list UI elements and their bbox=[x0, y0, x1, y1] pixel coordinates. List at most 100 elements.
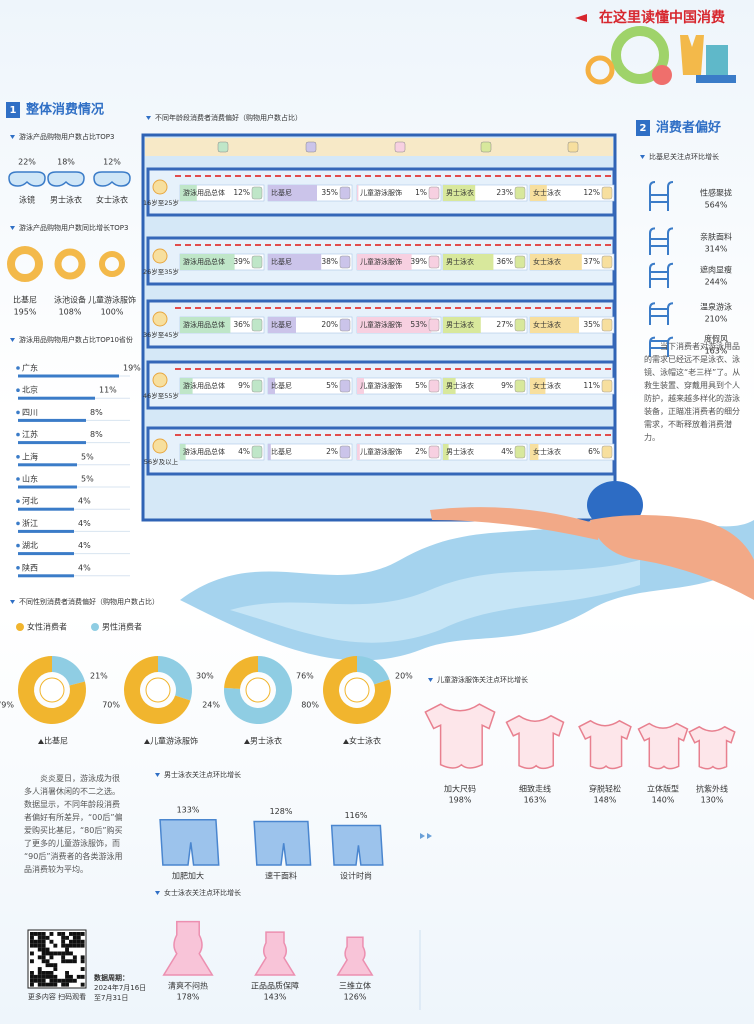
qr-cell bbox=[41, 971, 46, 975]
bikini-value: 314% bbox=[705, 245, 728, 254]
qr-cell bbox=[61, 943, 66, 948]
province-name: 陕西 bbox=[22, 562, 38, 572]
qr-cell bbox=[30, 939, 34, 944]
qr-cell bbox=[37, 939, 42, 944]
cell-value: 6% bbox=[588, 447, 600, 456]
qr-cell bbox=[30, 932, 34, 936]
cell-value: 35% bbox=[583, 320, 600, 329]
cell-icon bbox=[339, 255, 351, 269]
subtitle: 比基尼关注点环比增长 bbox=[649, 152, 719, 161]
donut-category: 女士泳衣 bbox=[349, 736, 381, 746]
cell-bar bbox=[180, 254, 235, 270]
cell-value: 36% bbox=[496, 257, 513, 266]
qr-cell bbox=[69, 978, 73, 983]
age-icon bbox=[152, 438, 168, 454]
qr-cell bbox=[65, 947, 69, 952]
row-dot bbox=[16, 410, 20, 415]
mens-name: 设计时尚 bbox=[340, 871, 372, 881]
cell-bar bbox=[268, 444, 271, 460]
qr-cell bbox=[61, 939, 66, 944]
qr-cell bbox=[30, 982, 34, 987]
qr-cell bbox=[33, 978, 38, 983]
mens-name: 速干面料 bbox=[265, 871, 297, 881]
subtitle: 游泳用品购物用户数占比TOP10省份 bbox=[19, 335, 133, 344]
cell-icon bbox=[339, 445, 351, 459]
cell-bar bbox=[443, 444, 449, 460]
cell-category: 男士泳衣 bbox=[446, 257, 474, 266]
province-name: 浙江 bbox=[22, 518, 38, 528]
cell-icon bbox=[601, 186, 613, 200]
cell-category: 比基尼 bbox=[271, 381, 292, 390]
male-value: 76% bbox=[296, 672, 314, 681]
qr-cell bbox=[30, 943, 34, 948]
age-icon bbox=[152, 248, 168, 264]
cell-value: 20% bbox=[321, 320, 338, 329]
row-dot bbox=[16, 566, 20, 570]
cell-category: 女士泳衣 bbox=[533, 381, 561, 390]
qr-cell bbox=[61, 978, 66, 983]
qr-cell bbox=[37, 978, 42, 983]
cell-value: 9% bbox=[238, 381, 250, 390]
donut-category: 儿童游泳服饰 bbox=[150, 736, 198, 746]
qr-cell bbox=[76, 974, 81, 979]
bikini-name: 遮肉显瘦 bbox=[700, 265, 732, 275]
onesie bbox=[424, 703, 496, 769]
cell-bar bbox=[180, 317, 231, 333]
donut-center bbox=[245, 677, 271, 703]
subtitle: 游泳产品购物用户数占比TOP3 bbox=[19, 132, 114, 141]
qr-cell bbox=[53, 974, 58, 979]
cell-icon bbox=[428, 186, 440, 200]
section-title: 消费者偏好 bbox=[656, 120, 721, 136]
cell-bar bbox=[268, 317, 296, 333]
womens-value: 126% bbox=[344, 993, 367, 1002]
cell-icon bbox=[601, 255, 613, 269]
row-dot bbox=[16, 499, 20, 504]
cell-bar bbox=[357, 378, 364, 394]
cell-bar bbox=[530, 317, 579, 333]
header-icon bbox=[567, 141, 579, 153]
cell-bar bbox=[443, 185, 476, 201]
cell-bar bbox=[357, 185, 359, 201]
data-period: 2024年7月16日 bbox=[94, 983, 146, 992]
deco-ball bbox=[652, 65, 672, 85]
onesie bbox=[688, 725, 736, 770]
qr-cell bbox=[49, 982, 54, 987]
qr-cell bbox=[80, 959, 85, 964]
qr-cell bbox=[49, 939, 54, 944]
wave bbox=[230, 560, 640, 643]
shorts bbox=[253, 820, 312, 866]
qr-cell bbox=[41, 943, 46, 948]
legend-swatch bbox=[16, 623, 24, 631]
qr-cell bbox=[72, 959, 77, 964]
qr-cell bbox=[72, 955, 77, 960]
cell-category: 儿童游泳服饰 bbox=[360, 188, 402, 197]
qr-cell bbox=[65, 959, 69, 964]
deco-ring bbox=[611, 26, 669, 84]
cell-icon bbox=[251, 318, 263, 332]
womens-value: 178% bbox=[177, 993, 200, 1002]
cell-icon bbox=[601, 445, 613, 459]
qr-cell bbox=[65, 982, 69, 987]
qr-cell bbox=[37, 935, 42, 940]
bikini-name: 度假风 bbox=[704, 334, 728, 344]
goggles-icon bbox=[47, 171, 85, 187]
cell-icon bbox=[514, 445, 526, 459]
header-icon bbox=[394, 141, 406, 153]
cell-bar bbox=[357, 254, 412, 270]
qr-cell bbox=[37, 971, 42, 975]
goggles-icon bbox=[93, 171, 131, 187]
header-icon bbox=[217, 141, 229, 153]
qr-cell bbox=[76, 935, 81, 940]
deco-arrow bbox=[575, 14, 587, 22]
qr-cell bbox=[45, 963, 50, 968]
cell-icon bbox=[514, 379, 526, 393]
subtitle-marker bbox=[10, 600, 15, 604]
province-bar bbox=[18, 485, 77, 489]
cell-icon bbox=[514, 186, 526, 200]
qr-cell bbox=[65, 978, 69, 983]
qr-cell bbox=[61, 955, 66, 960]
qr-cell bbox=[65, 971, 69, 975]
cell-value: 2% bbox=[326, 447, 338, 456]
cell-value: 2% bbox=[415, 447, 427, 456]
age-label: 16岁至25岁 bbox=[143, 198, 179, 207]
